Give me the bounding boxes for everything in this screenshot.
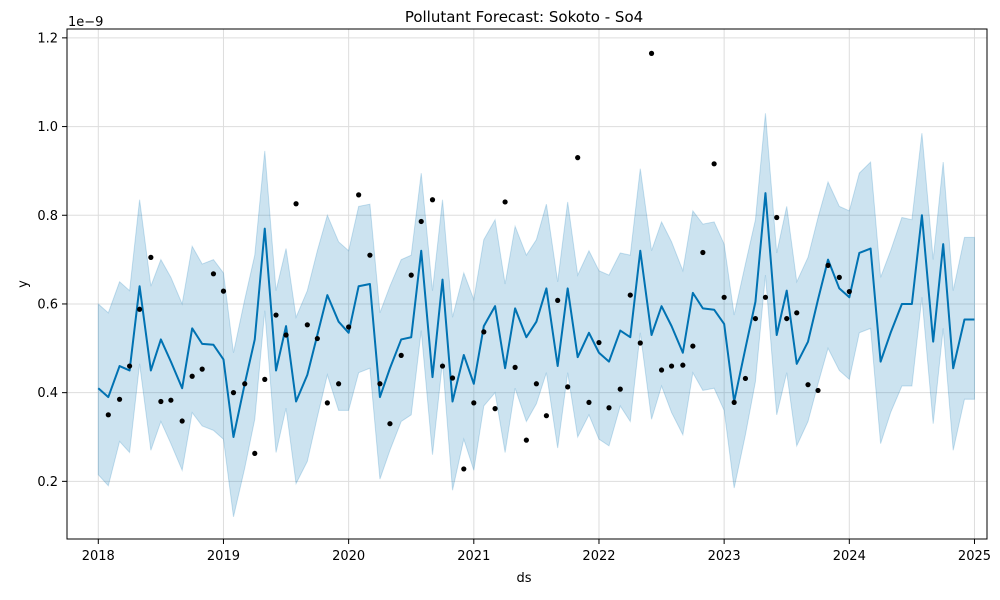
y-axis: 0.2 0.4 0.6 0.8 1.0 1.2 (37, 31, 67, 490)
x-axis: 2018 2019 2020 2021 2022 2023 2024 2025 (82, 539, 991, 564)
observed-point (179, 418, 185, 424)
observed-point (220, 288, 227, 294)
observed-point (805, 382, 811, 388)
observed-point (668, 363, 675, 369)
x-tick-label: 2023 (708, 549, 741, 564)
observed-point (398, 352, 404, 358)
observed-point (304, 322, 310, 328)
observed-point (356, 192, 362, 198)
observed-point (367, 252, 373, 258)
observed-point (774, 214, 780, 221)
observed-point (377, 381, 383, 387)
observed-point (158, 398, 164, 405)
observed-point (637, 340, 643, 346)
observed-point (449, 375, 456, 381)
observed-point (189, 373, 195, 379)
y-tick-label: 1.2 (37, 31, 58, 46)
y-tick-label: 0.8 (37, 209, 58, 224)
observed-point (711, 161, 717, 167)
observed-point (262, 376, 268, 382)
observed-point (721, 294, 727, 300)
observed-point (137, 306, 143, 312)
x-tick-label: 2021 (457, 549, 490, 564)
observed-point (533, 381, 539, 387)
observed-point (586, 399, 592, 406)
observed-point (471, 400, 477, 406)
observed-point (199, 366, 205, 372)
observed-point (680, 362, 686, 368)
observed-point (148, 254, 154, 260)
observed-point (502, 199, 508, 205)
observed-point (575, 155, 581, 161)
observed-point (596, 339, 602, 346)
observed-point (784, 315, 790, 322)
observed-point (752, 315, 759, 322)
observed-point (429, 197, 436, 203)
x-tick-label: 2018 (82, 549, 115, 564)
grid (67, 29, 987, 539)
observed-point (336, 381, 342, 387)
forecast-interval-area (97, 113, 975, 517)
observed-point (815, 387, 821, 394)
observed-point (116, 396, 123, 402)
observed-point (794, 310, 800, 316)
observed-point (481, 329, 487, 335)
observed-point (762, 294, 769, 300)
y-offset-label: 1e−9 (68, 15, 103, 30)
observed-point (105, 412, 111, 418)
chart-title: Pollutant Forecast: Sokoto - So4 (405, 8, 643, 26)
observed-point (606, 405, 612, 411)
observed-point (210, 271, 217, 277)
observed-point (512, 364, 518, 370)
observed-point (346, 324, 352, 330)
uncertainty-band (97, 113, 975, 517)
y-tick-label: 0.6 (37, 297, 58, 312)
y-tick-label: 0.2 (37, 475, 58, 490)
x-tick-label: 2024 (833, 549, 866, 564)
observed-point (731, 399, 737, 406)
observed-point (742, 375, 749, 382)
observed-point (461, 466, 467, 472)
observed-point (168, 397, 174, 403)
observed-point (846, 288, 852, 295)
plot-frame (66, 28, 988, 540)
observed-point (126, 363, 133, 369)
observed-point (836, 274, 842, 280)
observed-point (617, 386, 623, 392)
observed-point (418, 218, 424, 225)
observed-point (314, 335, 320, 342)
observed-point (439, 363, 446, 369)
y-tick-label: 0.4 (37, 386, 58, 401)
x-tick-label: 2020 (332, 549, 365, 564)
observed-point (523, 437, 529, 443)
observed-point (627, 292, 633, 298)
x-tick-label: 2019 (207, 549, 240, 564)
observed-point (387, 421, 393, 427)
x-axis-label: ds (516, 571, 531, 586)
observed-point (293, 201, 299, 207)
observed-points (105, 50, 852, 472)
observed-point (543, 413, 550, 419)
observed-point (230, 390, 237, 396)
y-axis-label: y (16, 280, 31, 288)
observed-point (690, 343, 696, 349)
observed-point (658, 367, 665, 373)
x-tick-label: 2025 (958, 549, 991, 564)
observed-point (825, 262, 831, 268)
observed-point (283, 332, 289, 338)
observed-point (492, 406, 498, 412)
y-tick-label: 1.0 (37, 120, 58, 135)
observed-point (565, 384, 571, 390)
observed-point (555, 297, 561, 304)
observed-point (700, 249, 706, 256)
observed-point (252, 450, 258, 457)
x-tick-label: 2022 (582, 549, 615, 564)
observed-point (242, 381, 248, 387)
observed-point (408, 272, 414, 278)
observed-point (324, 400, 330, 406)
observed-point (648, 50, 655, 56)
observed-point (273, 312, 279, 318)
